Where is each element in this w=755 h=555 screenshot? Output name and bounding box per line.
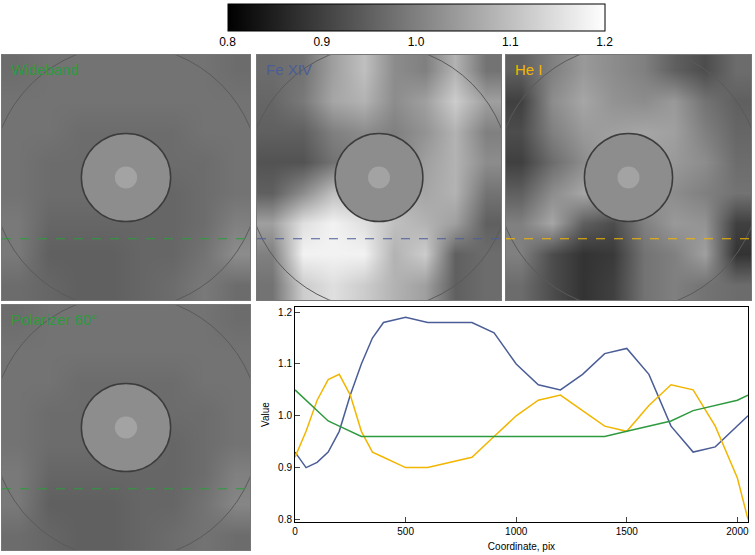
svg-text:Wideband: Wideband	[11, 61, 79, 78]
svg-text:Fe XIV: Fe XIV	[266, 61, 312, 78]
svg-text:2000: 2000	[726, 526, 749, 537]
svg-text:1000: 1000	[505, 526, 528, 537]
svg-text:1.0: 1.0	[278, 410, 292, 421]
svg-text:Value: Value	[260, 402, 271, 427]
svg-text:1.0: 1.0	[408, 35, 425, 49]
svg-text:1.1: 1.1	[502, 35, 519, 49]
svg-text:He I: He I	[515, 61, 543, 78]
svg-text:1500: 1500	[616, 526, 639, 537]
svg-text:Polarizer 60°: Polarizer 60°	[11, 311, 97, 328]
svg-text:Coordinate, pix: Coordinate, pix	[488, 541, 555, 552]
svg-text:0.9: 0.9	[278, 462, 292, 473]
svg-text:0.8: 0.8	[219, 35, 236, 49]
svg-text:0: 0	[292, 526, 298, 537]
svg-text:0.9: 0.9	[313, 35, 330, 49]
svg-text:1.1: 1.1	[278, 358, 292, 369]
svg-text:500: 500	[397, 526, 414, 537]
svg-text:1.2: 1.2	[278, 307, 292, 318]
svg-text:1.2: 1.2	[596, 35, 613, 49]
svg-text:0.8: 0.8	[278, 514, 292, 525]
